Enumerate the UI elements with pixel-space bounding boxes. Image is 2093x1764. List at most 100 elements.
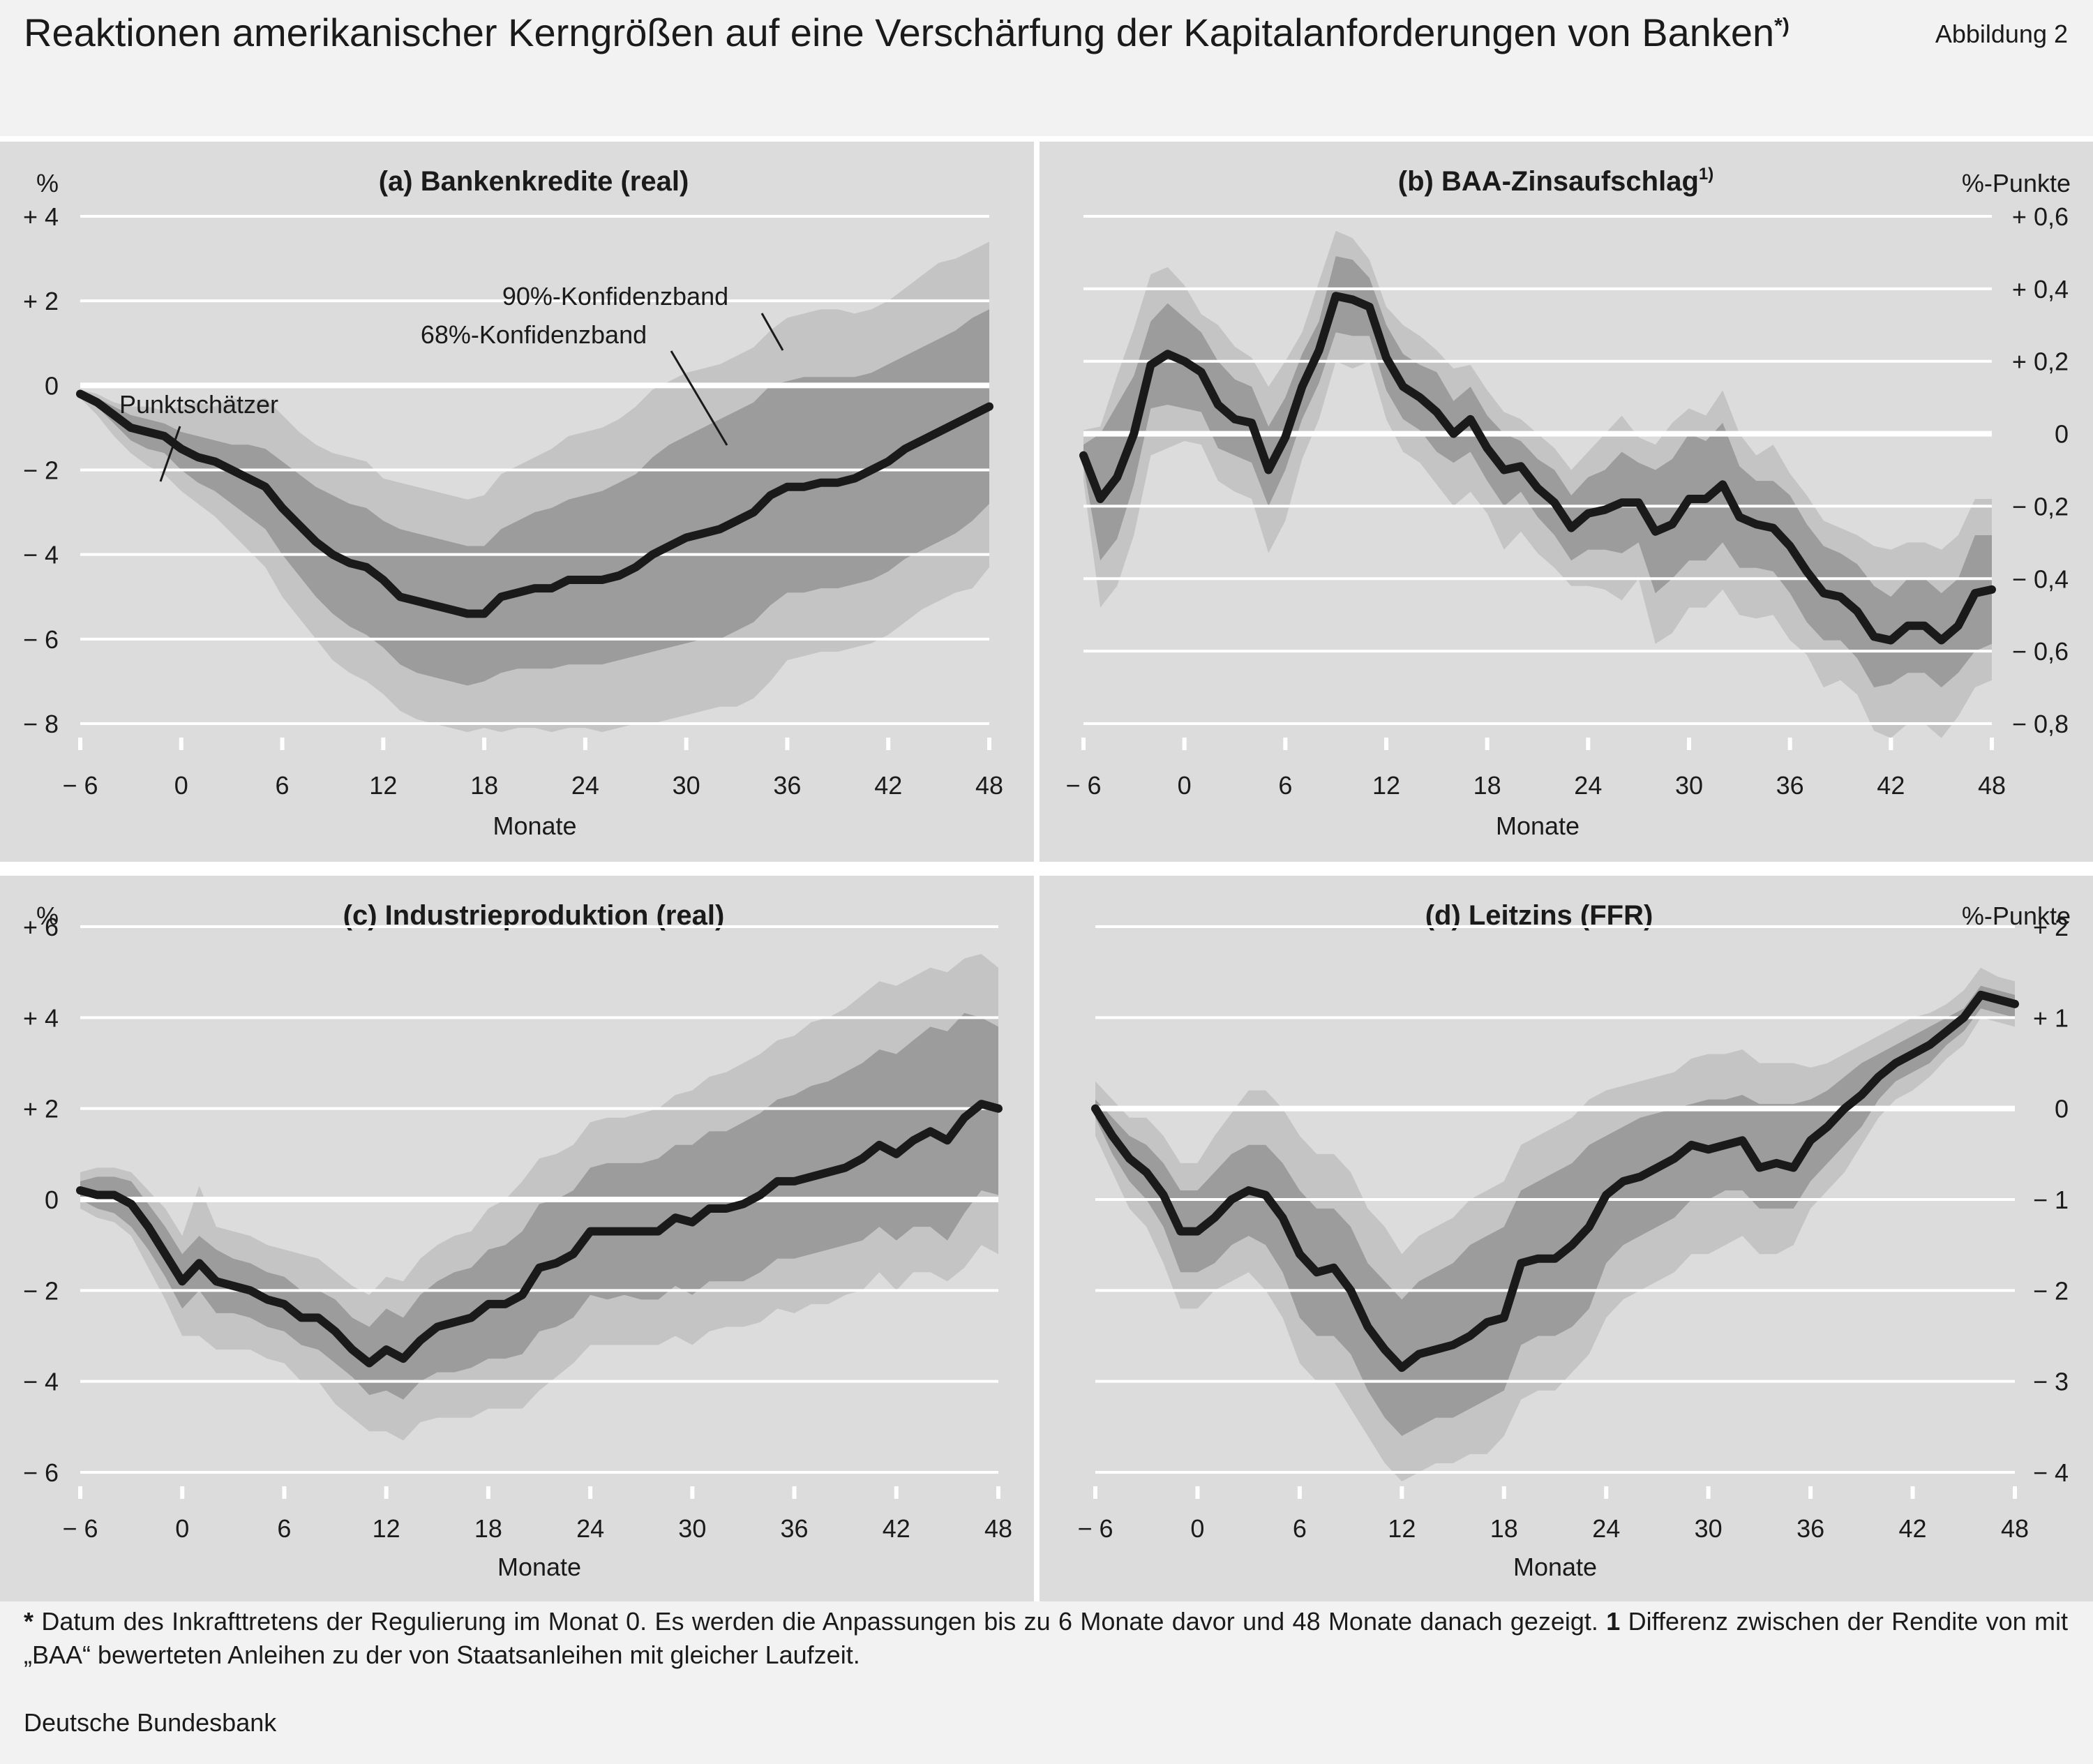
y-tick-label: − 0,8 — [2012, 710, 2069, 738]
x-tick-label: 0 — [1178, 771, 1192, 800]
x-tick-label: 24 — [571, 771, 599, 800]
y-tick-label: + 4 — [23, 1003, 59, 1032]
x-axis-label: Monate — [497, 1553, 581, 1581]
y-tick-label: − 0,6 — [2012, 637, 2069, 666]
footnote-star-mark: * — [24, 1607, 34, 1636]
y-tick-label: − 2 — [2033, 1276, 2069, 1305]
y-tick-label: + 0,6 — [2012, 202, 2069, 231]
annotation-leader — [670, 350, 728, 446]
footnote: * Datum des Inkrafttretens der Regulieru… — [24, 1605, 2068, 1672]
point-estimate-line — [1091, 990, 2019, 1373]
y-tick-label: − 6 — [23, 1458, 59, 1487]
chart-a: (a) Bankenkredite (real)% + 4 + 2 0 − 2 − 4 − … — [23, 166, 1003, 840]
x-tick-label: 36 — [773, 771, 801, 800]
chart-d: (d) Leitzins (FFR) %-Punkte+ 2+ 10− 1− 2−… — [1077, 900, 2071, 1581]
panel-c: (c) Industrieproduktion (real)% + 6 + 4 + 2… — [0, 876, 1034, 1601]
annotation-leader — [159, 426, 181, 482]
y-tick-label: − 4 — [23, 541, 59, 569]
annotation-label: 68%-Konfidenzband — [421, 320, 647, 349]
x-tick-label: 30 — [673, 771, 700, 800]
x-tick-label: 36 — [781, 1514, 809, 1543]
y-tick-label: 0 — [2055, 1095, 2069, 1123]
x-tick-label: 48 — [984, 1514, 1012, 1543]
point-estimate-line — [1079, 292, 1996, 645]
y-tick-label: − 0,2 — [2012, 492, 2069, 521]
y-tick-label: + 0,4 — [2012, 275, 2069, 304]
x-tick-label: 24 — [1574, 771, 1602, 800]
x-tick-label: 24 — [1592, 1514, 1620, 1543]
footnote-one-mark: 1 — [1606, 1607, 1621, 1636]
x-tick-label: 6 — [277, 1514, 291, 1543]
annotation-leader — [760, 313, 784, 351]
x-tick-label: 6 — [1293, 1514, 1307, 1543]
y-tick-label: − 4 — [23, 1368, 59, 1396]
x-tick-label: 48 — [2001, 1514, 2029, 1543]
x-tick-label: 30 — [678, 1514, 706, 1543]
figure-label: Abbildung 2 — [1935, 20, 2068, 48]
x-tick-label: 42 — [1899, 1514, 1927, 1543]
y-tick-label: 0 — [2055, 420, 2069, 449]
x-tick-label: 6 — [276, 771, 290, 800]
chart-grid: (a) Bankenkredite (real)% + 4 + 2 0 − 2 − 4 − … — [0, 136, 2093, 1601]
x-tick-label: − 6 — [1077, 1514, 1113, 1543]
chart-title-footnote-mark: 1) — [1699, 165, 1713, 184]
x-tick-label: 12 — [373, 1514, 400, 1543]
annotation-label: 90%-Konfidenzband — [502, 282, 728, 311]
x-tick-label: 36 — [1796, 1514, 1824, 1543]
x-tick-label: 30 — [1675, 771, 1703, 800]
x-tick-label: 42 — [874, 771, 902, 800]
y-tick-label: + 2 — [23, 1095, 59, 1123]
y-tick-label: + 2 — [2033, 913, 2069, 941]
y-tick-label: − 3 — [2033, 1368, 2069, 1396]
y-tick-label: + 2 — [23, 287, 59, 315]
y-tick-label: 0 — [45, 1186, 59, 1214]
x-tick-label: 30 — [1695, 1514, 1723, 1543]
x-tick-label: 18 — [474, 1514, 502, 1543]
y-tick-label: − 8 — [23, 710, 59, 738]
x-axis-label: Monate — [1496, 812, 1580, 840]
x-tick-label: − 6 — [1065, 771, 1101, 800]
x-tick-label: 48 — [975, 771, 1003, 800]
chart-title-b: (b) BAA-Zinsaufschlag1) — [1398, 165, 1713, 197]
y-tick-label: − 6 — [23, 625, 59, 654]
chart-b: (b) BAA-Zinsaufschlag1) %-Punkte + 0,6 + 0,… — [1065, 165, 2071, 840]
y-tick-label: + 4 — [23, 202, 59, 231]
title-footnote-mark: *) — [1774, 14, 1790, 38]
x-tick-label: 18 — [1490, 1514, 1518, 1543]
confidence-band-68 — [1095, 985, 2015, 1436]
point-estimate-line — [76, 1100, 1003, 1368]
x-tick-label: 18 — [470, 771, 498, 800]
x-tick-label: 0 — [174, 771, 188, 800]
x-tick-label: − 6 — [62, 1514, 98, 1543]
y-unit-label: %-Punkte — [1962, 169, 2071, 197]
y-tick-label: 0 — [45, 371, 59, 400]
page-title: Reaktionen amerikanischer Kerngrößen auf… — [24, 10, 1790, 55]
y-unit-label: % — [36, 902, 59, 930]
x-tick-label: 12 — [1388, 1514, 1416, 1543]
chart-title-a: (a) Bankenkredite (real) — [379, 166, 689, 197]
x-tick-label: 0 — [175, 1514, 189, 1543]
x-axis-label: Monate — [493, 812, 576, 840]
x-tick-label: 24 — [576, 1514, 604, 1543]
footnote-one-text: Differenz zwischen der Rendite von mit „… — [24, 1607, 2068, 1669]
source-credit: Deutsche Bundesbank — [24, 1708, 277, 1737]
x-tick-label: 42 — [1877, 771, 1905, 800]
confidence-band-68 — [80, 309, 989, 686]
x-tick-label: − 6 — [62, 771, 98, 800]
y-tick-label: − 1 — [2033, 1186, 2069, 1214]
y-tick-label: + 6 — [23, 913, 59, 941]
x-tick-label: 6 — [1278, 771, 1292, 800]
footnote-star-text: Datum des Inkrafttretens der Regulierung… — [41, 1607, 1598, 1636]
x-tick-label: 12 — [369, 771, 397, 800]
y-tick-label: + 0,2 — [2012, 347, 2069, 376]
y-tick-label: − 2 — [23, 456, 59, 485]
panel-b: (b) BAA-Zinsaufschlag1) %-Punkte + 0,6 + 0,… — [1040, 142, 2093, 862]
y-unit-label: % — [36, 169, 59, 197]
panel-d: (d) Leitzins (FFR) %-Punkte + 2 + 1 0− 1− 2−… — [1040, 876, 2093, 1601]
x-axis-label: Monate — [1513, 1553, 1597, 1581]
title-text: Reaktionen amerikanischer Kerngrößen auf… — [24, 10, 1775, 54]
panel-a: (a) Bankenkredite (real)% + 4 + 2 0 − 2 − 4 − … — [0, 142, 1034, 862]
y-tick-label: − 2 — [23, 1276, 59, 1305]
point-estimate-line — [76, 389, 993, 618]
y-tick-label: − 0,4 — [2012, 565, 2069, 593]
